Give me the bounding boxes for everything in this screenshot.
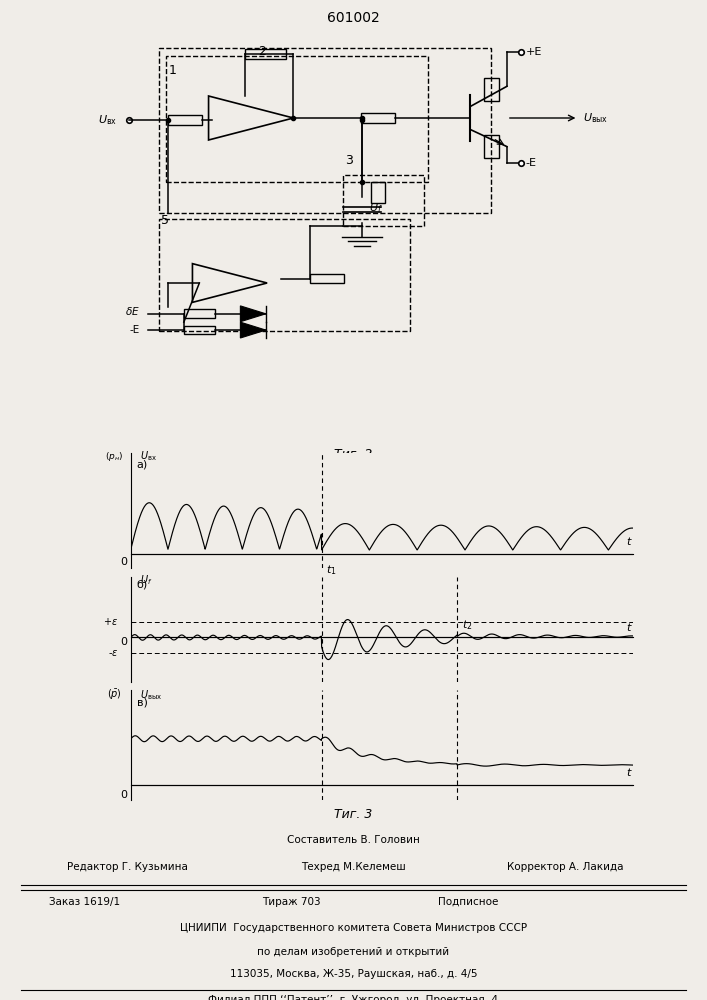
Text: +E: +E	[525, 47, 542, 57]
Polygon shape	[240, 322, 266, 338]
Text: t: t	[626, 768, 631, 778]
Bar	[371, 182, 385, 203]
Text: $U_f$: $U_f$	[369, 201, 383, 215]
Text: 2: 2	[258, 45, 266, 58]
Text: Составитель В. Головин: Составитель В. Головин	[287, 835, 420, 845]
Text: 0: 0	[119, 637, 127, 647]
Text: $t_2$: $t_2$	[462, 618, 472, 632]
Text: t: t	[626, 537, 631, 547]
Bar	[184, 326, 215, 334]
Text: 5: 5	[161, 214, 169, 227]
Text: 113035, Москва, Ж-35, Раушская, наб., д. 4/5: 113035, Москва, Ж-35, Раушская, наб., д.…	[230, 969, 477, 979]
Text: -E: -E	[130, 325, 140, 335]
Bar	[484, 135, 499, 158]
Text: по делам изобретений и открытий: по делам изобретений и открытий	[257, 947, 450, 957]
Text: 1: 1	[168, 64, 176, 77]
Text: -E: -E	[525, 158, 537, 168]
Text: ЦНИИПИ  Государственного комитета Совета Министров СССР: ЦНИИПИ Государственного комитета Совета …	[180, 923, 527, 933]
Bar	[184, 309, 215, 318]
Text: Редактор Г. Кузьмина: Редактор Г. Кузьмина	[67, 862, 187, 872]
Text: $\delta E$: $\delta E$	[125, 305, 140, 317]
Text: Корректор А. Лакида: Корректор А. Лакида	[508, 862, 624, 872]
Bar	[310, 274, 344, 283]
Text: 0: 0	[119, 557, 127, 567]
Text: б): б)	[137, 580, 148, 590]
Text: Филиал ППП ‘‘Патент’’, г. Ужгород, ул. Проектная, 4: Филиал ППП ‘‘Патент’’, г. Ужгород, ул. П…	[209, 995, 498, 1000]
Text: 601002: 601002	[327, 10, 380, 24]
Text: t: t	[626, 623, 631, 633]
Text: $(p_н)$: $(p_н)$	[105, 450, 123, 463]
Bar	[168, 115, 202, 125]
Text: в): в)	[137, 698, 148, 708]
Bar	[245, 49, 286, 59]
Text: +$\varepsilon$: +$\varepsilon$	[103, 616, 118, 627]
Text: 3: 3	[345, 154, 353, 167]
Text: -$\varepsilon$: -$\varepsilon$	[107, 648, 118, 658]
Bar	[361, 113, 395, 123]
Text: Заказ 1619/1: Заказ 1619/1	[49, 897, 121, 907]
Text: Техред М.Келемеш: Техред М.Келемеш	[301, 862, 406, 872]
Text: $t_1$: $t_1$	[325, 563, 336, 577]
Text: $U_{\rm вх}$: $U_{\rm вх}$	[98, 113, 117, 127]
Polygon shape	[240, 306, 266, 322]
Text: 0: 0	[119, 790, 127, 800]
Text: $U_{\rm вх}$: $U_{\rm вх}$	[140, 450, 157, 463]
Text: Подписное: Подписное	[438, 897, 498, 907]
Text: а): а)	[137, 460, 148, 470]
Text: $U_f$: $U_f$	[140, 573, 152, 587]
Text: Τиг. 2: Τиг. 2	[334, 448, 373, 461]
Text: $U_{\rm вых}$: $U_{\rm вых}$	[140, 688, 162, 702]
Text: $U_{\rm вых}$: $U_{\rm вых}$	[583, 111, 609, 125]
Text: Тираж 703: Тираж 703	[262, 897, 320, 907]
Bar	[484, 78, 499, 101]
Text: Τиг. 3: Τиг. 3	[334, 808, 373, 820]
Text: $(\bar{p})$: $(\bar{p})$	[107, 688, 122, 702]
